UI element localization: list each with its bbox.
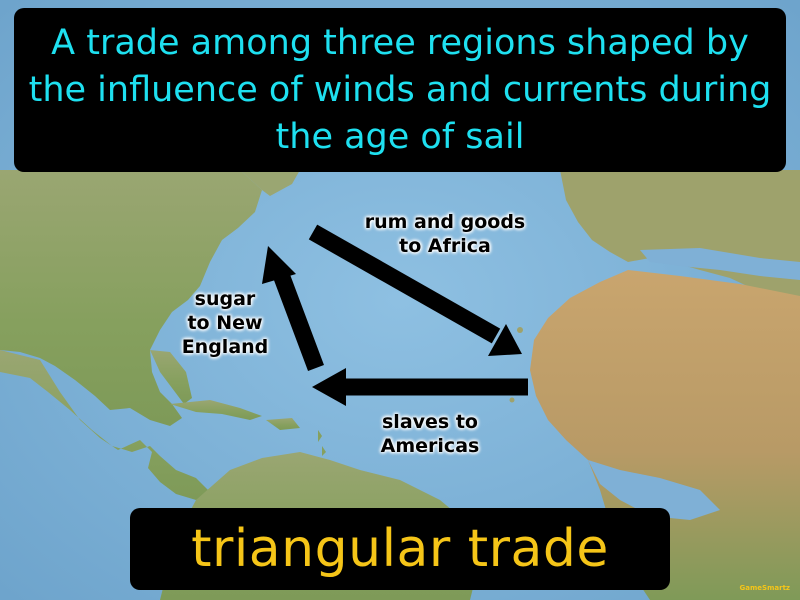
term-box: triangular trade (130, 508, 670, 590)
label-to-new-england: sugar to New England (181, 288, 269, 358)
arrow-to-new-england-head (262, 246, 296, 284)
mediterranean (640, 248, 800, 280)
hispaniola (266, 418, 300, 430)
brand-logo: GameSmartz (739, 584, 790, 592)
term-title: triangular trade (191, 519, 609, 579)
definition-box: A trade among three regions shaped by th… (14, 8, 786, 172)
florida (150, 350, 192, 404)
cuba (170, 400, 262, 420)
canary-islands (517, 327, 523, 333)
africa (530, 270, 800, 600)
arrow-to-americas-head (312, 368, 346, 406)
cape-verde (509, 397, 515, 403)
definition-text: A trade among three regions shaped by th… (28, 22, 772, 157)
central-america (0, 350, 210, 500)
arrow-to-africa (308, 224, 501, 344)
arrow-to-africa-head (488, 324, 522, 356)
north-america (0, 170, 262, 426)
gulf-of-guinea (588, 460, 720, 520)
lesser-antilles (318, 430, 330, 470)
label-to-africa: rum and goods to Africa (364, 211, 526, 257)
canada-coast (240, 170, 300, 196)
route-arrows (262, 224, 528, 406)
arrow-to-new-england (272, 269, 324, 371)
label-to-americas: slaves to Americas (380, 411, 480, 457)
